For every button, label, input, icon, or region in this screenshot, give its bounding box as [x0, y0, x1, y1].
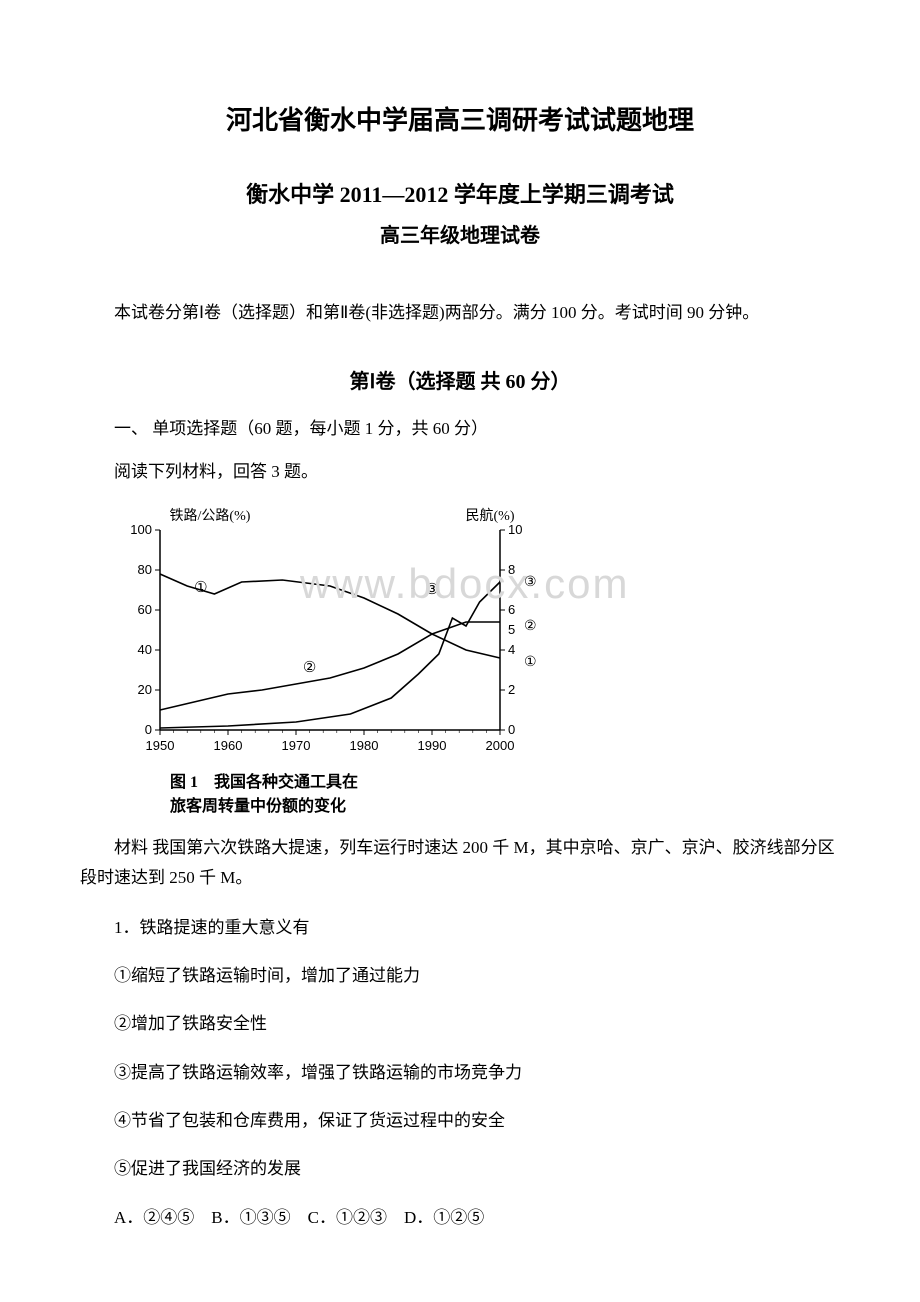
option-4: ④节省了包装和仓库费用，保证了货运过程中的安全 [80, 1105, 840, 1137]
svg-text:40: 40 [138, 642, 152, 657]
intro-text: 本试卷分第Ⅰ卷（选择题）和第Ⅱ卷(非选择题)两部分。满分 100 分。考试时间 … [80, 298, 840, 329]
svg-text:1950: 1950 [146, 738, 175, 753]
svg-text:①: ① [194, 580, 207, 596]
chart-svg: 铁路/公路(%)民航(%)020406080100024681051950196… [110, 500, 550, 765]
material-text: 材料 我国第六次铁路大提速，列车运行时速达 200 千 M，其中京哈、京广、京沪… [80, 833, 840, 894]
svg-text:1960: 1960 [214, 738, 243, 753]
svg-text:1970: 1970 [282, 738, 311, 753]
option-5: ⑤促进了我国经济的发展 [80, 1153, 840, 1185]
svg-text:60: 60 [138, 602, 152, 617]
svg-text:1990: 1990 [418, 738, 447, 753]
svg-text:铁路/公路(%): 铁路/公路(%) [170, 508, 251, 524]
answer-choices: A．②④⑤ B．①③⑤ C．①②③ D．①②⑤ [80, 1202, 840, 1234]
option-1: ①缩短了铁路运输时间，增加了通过能力 [80, 960, 840, 992]
svg-text:8: 8 [508, 562, 515, 577]
svg-text:2000: 2000 [486, 738, 515, 753]
title-main: 河北省衡水中学届高三调研考试试题地理 [80, 100, 840, 137]
svg-text:②: ② [524, 619, 537, 634]
svg-text:20: 20 [138, 682, 152, 697]
svg-text:4: 4 [508, 642, 515, 657]
svg-text:80: 80 [138, 562, 152, 577]
svg-text:0: 0 [508, 722, 515, 737]
option-2: ②增加了铁路安全性 [80, 1008, 840, 1040]
svg-text:2: 2 [508, 682, 515, 697]
svg-text:③: ③ [425, 582, 438, 598]
svg-text:②: ② [303, 660, 316, 676]
section-title: 第Ⅰ卷（选择题 共 60 分） [80, 365, 840, 394]
svg-text:6: 6 [508, 602, 515, 617]
svg-text:5: 5 [508, 622, 515, 637]
svg-text:10: 10 [508, 522, 522, 537]
figure-1: www.bdocx.com 铁路/公路(%)民航(%)0204060801000… [110, 500, 840, 819]
option-3: ③提高了铁路运输效率，增强了铁路运输的市场竞争力 [80, 1057, 840, 1089]
svg-text:①: ① [524, 655, 537, 670]
svg-text:③: ③ [524, 575, 537, 590]
title-sub: 衡水中学 2011—2012 学年度上学期三调考试 [80, 177, 840, 209]
caption-line-2: 旅客周转量中份额的变化 [170, 798, 346, 815]
figure-caption: 图 1 我国各种交通工具在 旅客周转量中份额的变化 [170, 771, 840, 819]
svg-text:0: 0 [145, 722, 152, 737]
svg-text:1980: 1980 [350, 738, 379, 753]
title-grade: 高三年级地理试卷 [80, 219, 840, 248]
instruction-1: 一、 单项选择题（60 题，每小题 1 分，共 60 分） [80, 414, 840, 439]
instruction-2: 阅读下列材料，回答 3 题。 [80, 457, 840, 482]
svg-text:100: 100 [130, 522, 152, 537]
caption-line-1: 图 1 我国各种交通工具在 [170, 774, 358, 791]
question-1: 1．铁路提速的重大意义有 [80, 912, 840, 944]
